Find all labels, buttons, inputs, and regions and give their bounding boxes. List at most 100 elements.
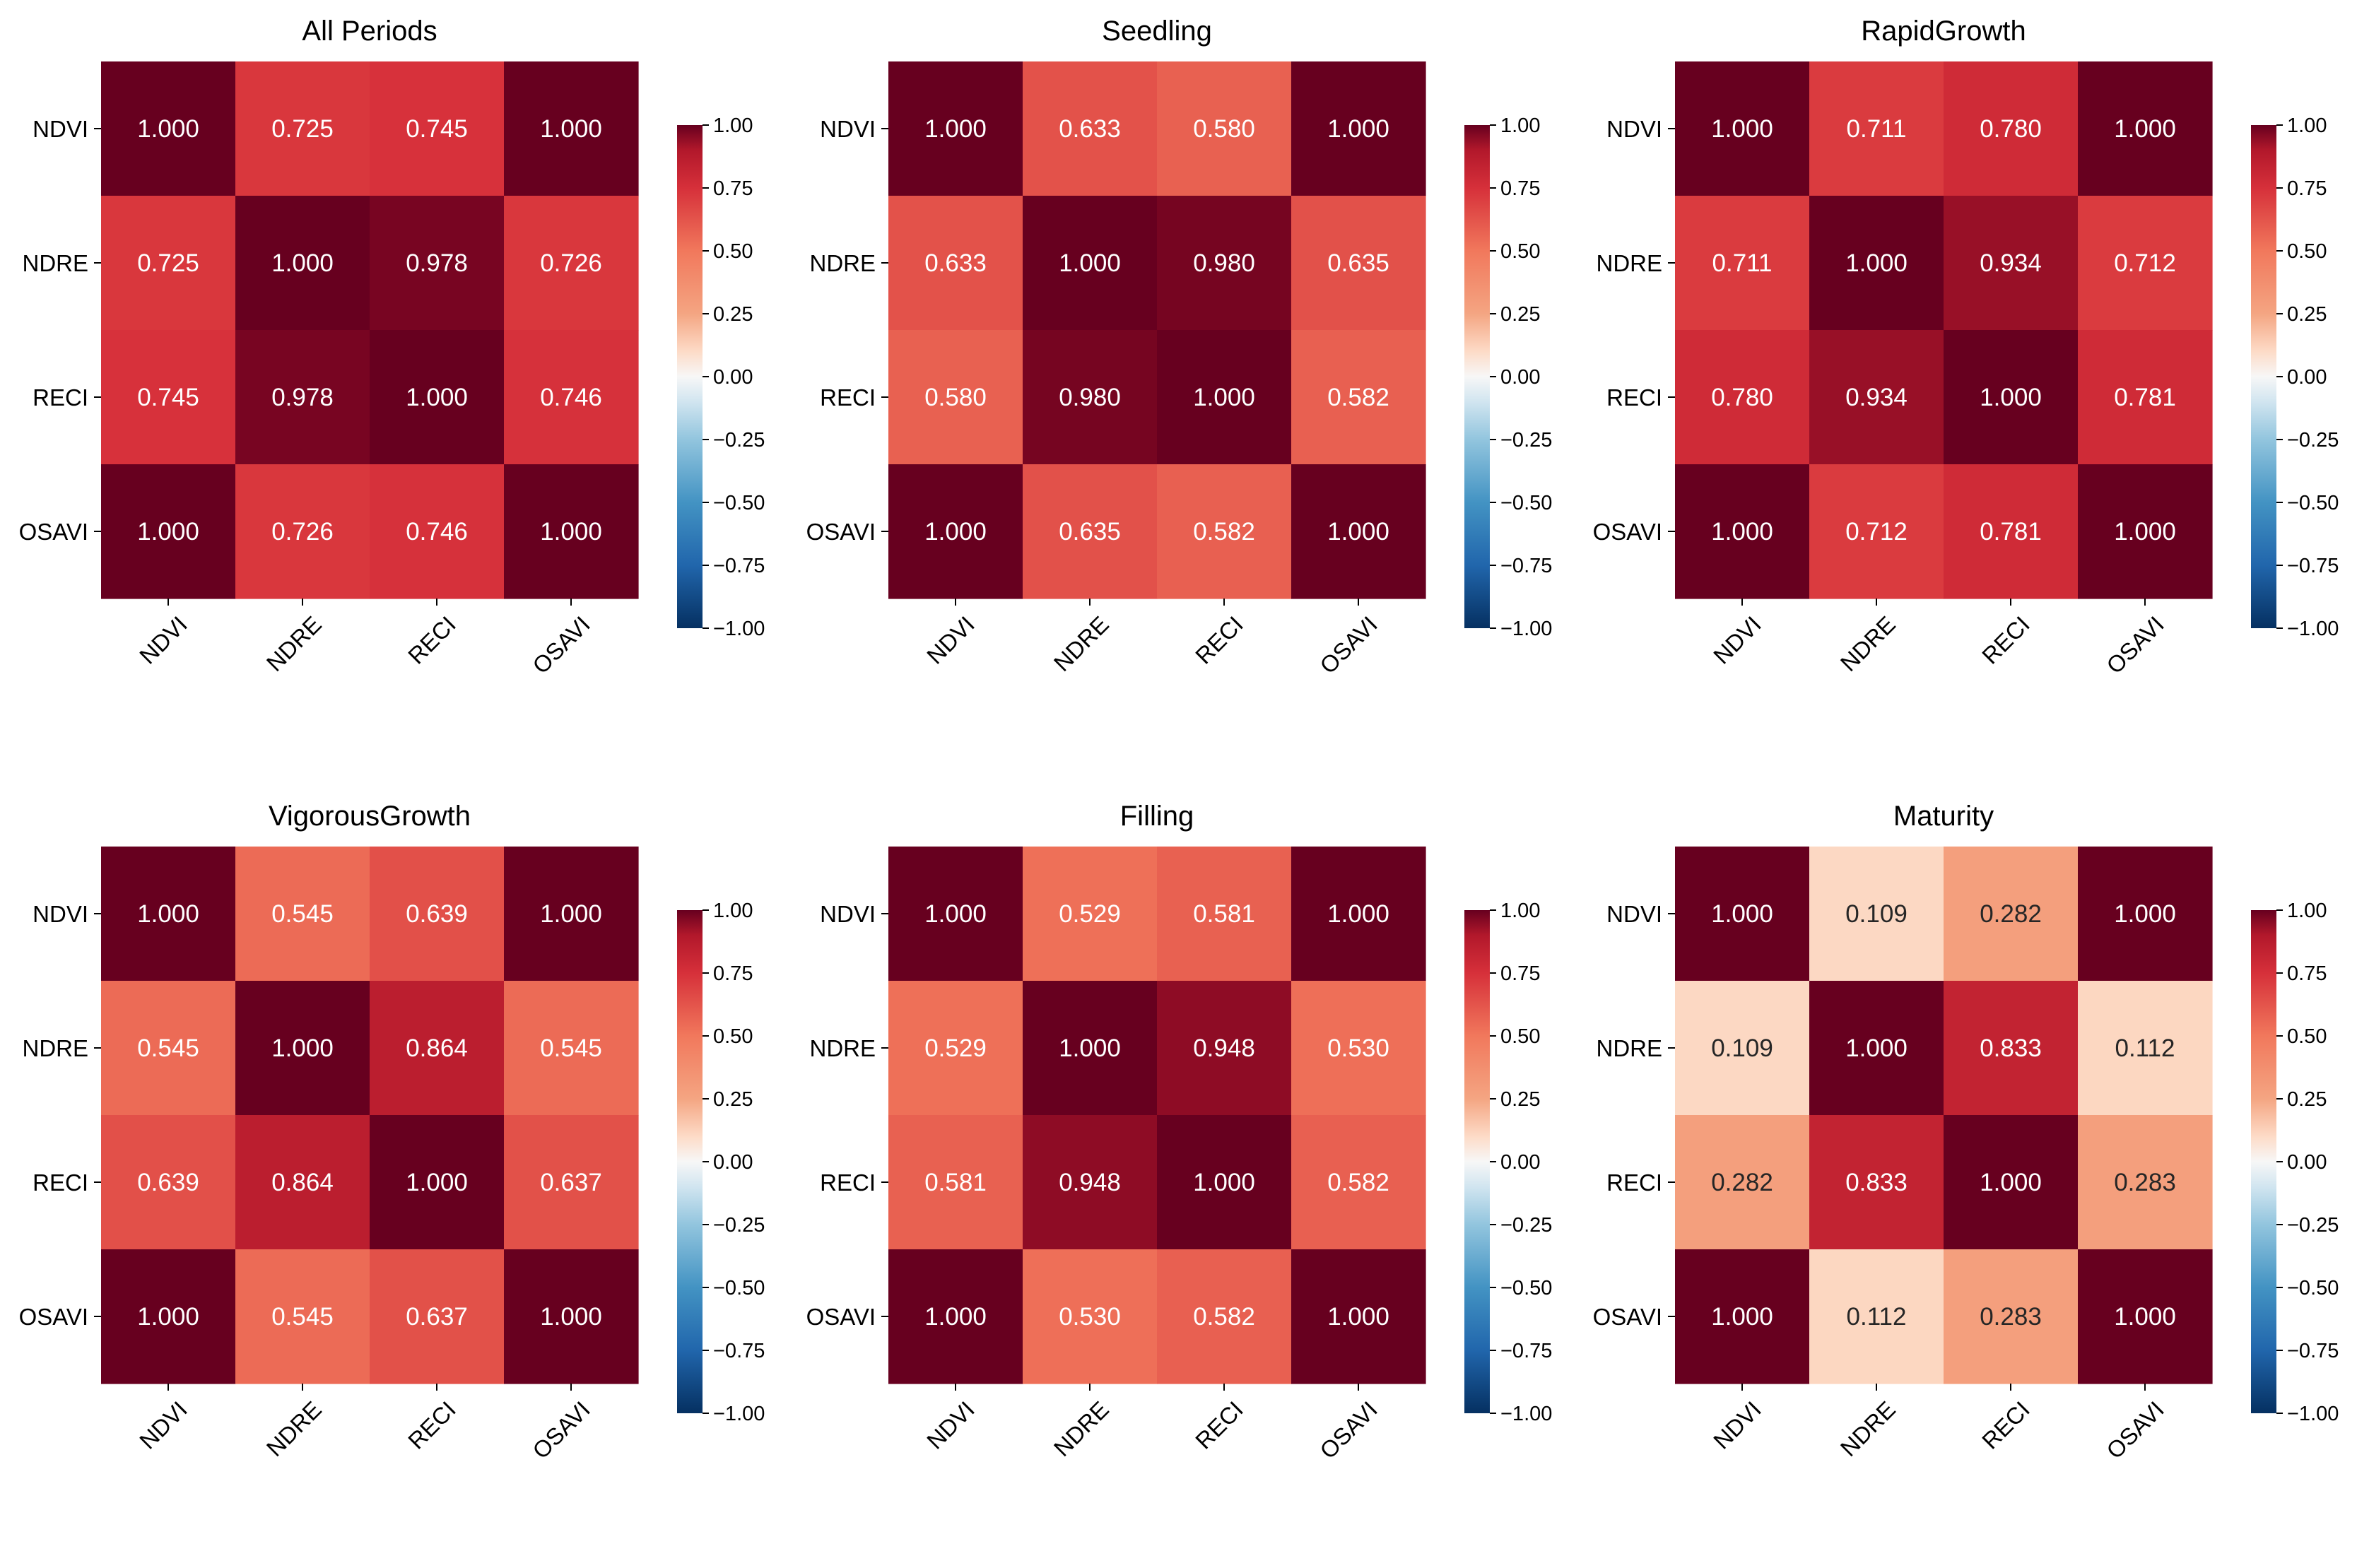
heatmap-panel: RapidGrowth 1.000 0.711 0.780 1.000 0.711 1.00… xyxy=(1593,16,2339,679)
cell-value-label: 1.000 xyxy=(406,384,468,411)
y-tick-label: RECI xyxy=(33,1169,88,1196)
heatmap-cell xyxy=(2078,464,2213,599)
cell-value-label: 0.637 xyxy=(540,1169,602,1196)
colorbar-tick-label: −0.50 xyxy=(713,1277,765,1299)
cell-value-label: 0.978 xyxy=(406,249,468,277)
y-tick-label: OSAVI xyxy=(1593,519,1662,545)
x-tick-label: OSAVI xyxy=(2101,611,2169,679)
cell-value-label: 0.980 xyxy=(1059,384,1121,411)
heatmap-cell xyxy=(101,464,236,599)
colorbar-tick-label: 1.00 xyxy=(2287,114,2327,137)
cell-value-label: 1.000 xyxy=(1711,1303,1773,1331)
cell-value-label: 0.582 xyxy=(1193,1303,1255,1331)
heatmap-cell xyxy=(235,847,370,982)
heatmap-cell xyxy=(888,1249,1023,1384)
cell-value-label: 1.000 xyxy=(137,900,199,928)
chart-title: All Periods xyxy=(302,16,437,47)
x-tick-label: RECI xyxy=(1190,1396,1248,1454)
heatmap-cell xyxy=(1944,330,2079,465)
cell-value-label: 0.712 xyxy=(1845,518,1908,546)
cell-value-label: 0.745 xyxy=(137,384,199,411)
heatmap-cell xyxy=(1157,330,1292,465)
colorbar-tick-label: 1.00 xyxy=(1500,114,1540,137)
cell-value-label: 0.635 xyxy=(1327,249,1389,277)
colorbar-tick-label: 0.00 xyxy=(1500,1151,1540,1174)
heatmap-cell xyxy=(888,196,1023,331)
cell-value-label: 0.109 xyxy=(1845,900,1908,928)
heatmap-panel: All Periods 1.000 0.725 0.745 1.000 0.725 1.00… xyxy=(19,16,765,679)
colorbar-tick-label: 0.50 xyxy=(713,240,753,263)
cell-value-label: 0.711 xyxy=(1712,249,1773,277)
cell-value-label: 1.000 xyxy=(1327,900,1389,928)
heatmap-cell xyxy=(2078,1115,2213,1250)
colorbar-tick-label: 0.00 xyxy=(1500,366,1540,389)
cell-value-label: 0.283 xyxy=(1980,1303,2042,1331)
heatmap-cell xyxy=(1023,981,1158,1116)
cell-value-label: 1.000 xyxy=(1845,1034,1908,1062)
colorbar-tick-label: 0.50 xyxy=(713,1025,753,1048)
cell-value-label: 1.000 xyxy=(1059,1034,1121,1062)
y-tick-label: NDRE xyxy=(1596,250,1662,276)
cell-value-label: 0.980 xyxy=(1193,249,1255,277)
heatmap-cell xyxy=(1023,847,1158,982)
heatmap-cell xyxy=(1157,1249,1292,1384)
heatmap-cell xyxy=(1675,61,1810,196)
heatmap-cell xyxy=(1157,981,1292,1116)
cell-value-label: 0.781 xyxy=(1980,518,2042,546)
colorbar-tick-label: 1.00 xyxy=(2287,900,2327,922)
heatmap-cell xyxy=(1809,196,1944,331)
cell-value-label: 0.711 xyxy=(1847,115,1907,143)
colorbar-tick-label: −0.25 xyxy=(1500,1214,1552,1237)
colorbar-tick-label: −1.00 xyxy=(2287,1403,2339,1425)
y-tick-label: NDVI xyxy=(820,116,876,142)
heatmap-cell xyxy=(1675,847,1810,982)
cell-value-label: 1.000 xyxy=(540,518,602,546)
colorbar-tick-label: 0.00 xyxy=(2287,1151,2327,1174)
colorbar-tick-label: 0.25 xyxy=(2287,303,2327,326)
cell-value-label: 0.639 xyxy=(137,1169,199,1196)
colorbar-tick-label: −1.00 xyxy=(1500,1403,1552,1425)
x-tick-label: RECI xyxy=(1977,1396,2035,1454)
colorbar xyxy=(677,910,703,1413)
heatmap-cell xyxy=(101,61,236,196)
colorbar-tick-label: −0.50 xyxy=(2287,492,2339,514)
colorbar-tick-label: 0.00 xyxy=(713,1151,753,1174)
heatmap-cell xyxy=(1157,464,1292,599)
cell-value-label: 0.529 xyxy=(924,1034,987,1062)
x-tick-label: OSAVI xyxy=(2101,1396,2169,1464)
cell-value-label: 1.000 xyxy=(1193,1169,1255,1196)
heatmap-cell xyxy=(1157,847,1292,982)
heatmap-cell xyxy=(101,330,236,465)
heatmap-cell xyxy=(504,1115,639,1250)
colorbar-tick-label: 0.75 xyxy=(713,962,753,985)
cell-value-label: 1.000 xyxy=(1711,900,1773,928)
cell-value-label: 0.529 xyxy=(1059,900,1121,928)
colorbar-tick-label: −0.25 xyxy=(1500,429,1552,452)
cell-value-label: 1.000 xyxy=(137,115,199,143)
colorbar-tick-label: −1.00 xyxy=(713,1403,765,1425)
cell-value-label: 1.000 xyxy=(2114,115,2176,143)
cell-value-label: 1.000 xyxy=(540,900,602,928)
cell-value-label: 1.000 xyxy=(540,115,602,143)
y-tick-label: NDRE xyxy=(1596,1035,1662,1061)
cell-value-label: 1.000 xyxy=(1845,249,1908,277)
cell-value-label: 0.582 xyxy=(1193,518,1255,546)
heatmap-cell xyxy=(101,981,236,1116)
heatmap-cell xyxy=(1675,1249,1810,1384)
colorbar-tick-label: 0.50 xyxy=(1500,1025,1540,1048)
heatmap-cell xyxy=(1809,464,1944,599)
colorbar-tick-label: 0.25 xyxy=(1500,303,1540,326)
heatmap-cell xyxy=(1157,61,1292,196)
heatmap-cell xyxy=(1291,61,1426,196)
heatmap-panel: Filling 1.000 0.529 0.581 1.000 0.529 1.000 0.9… xyxy=(806,801,1553,1464)
heatmap-cell xyxy=(504,1249,639,1384)
colorbar xyxy=(2251,125,2276,628)
x-tick-label: NDVI xyxy=(1708,611,1766,669)
colorbar-tick-label: 0.50 xyxy=(1500,240,1540,263)
cell-value-label: 0.948 xyxy=(1059,1169,1121,1196)
cell-value-label: 0.633 xyxy=(924,249,987,277)
heatmap-cell xyxy=(235,61,370,196)
heatmap-cell xyxy=(2078,981,2213,1116)
heatmap-panel: Maturity 1.000 0.109 0.282 1.000 0.109 1.000 0.… xyxy=(1593,801,2339,1464)
x-tick-label: NDRE xyxy=(1835,1396,1900,1461)
